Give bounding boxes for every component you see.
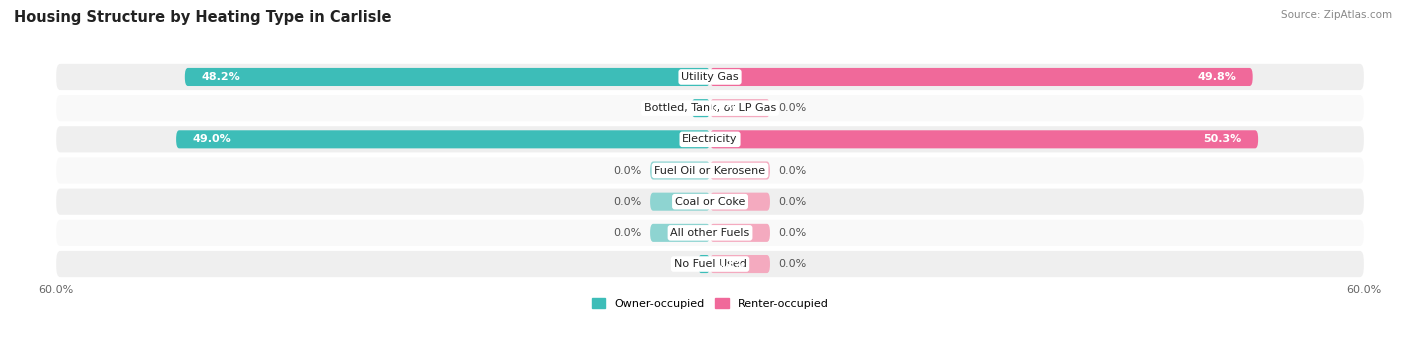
- FancyBboxPatch shape: [697, 255, 710, 273]
- FancyBboxPatch shape: [56, 158, 1364, 183]
- FancyBboxPatch shape: [710, 99, 770, 117]
- FancyBboxPatch shape: [692, 99, 710, 117]
- FancyBboxPatch shape: [56, 64, 1364, 90]
- Text: 0.0%: 0.0%: [779, 259, 807, 269]
- Text: Fuel Oil or Kerosene: Fuel Oil or Kerosene: [654, 165, 766, 176]
- Text: 0.0%: 0.0%: [779, 165, 807, 176]
- Text: All other Fuels: All other Fuels: [671, 228, 749, 238]
- FancyBboxPatch shape: [710, 161, 770, 180]
- FancyBboxPatch shape: [184, 68, 710, 86]
- FancyBboxPatch shape: [710, 193, 770, 211]
- Text: 1.7%: 1.7%: [707, 103, 738, 113]
- Text: Utility Gas: Utility Gas: [682, 72, 738, 82]
- Text: 49.8%: 49.8%: [1198, 72, 1236, 82]
- FancyBboxPatch shape: [56, 251, 1364, 277]
- FancyBboxPatch shape: [710, 68, 1253, 86]
- FancyBboxPatch shape: [56, 95, 1364, 121]
- FancyBboxPatch shape: [710, 224, 770, 242]
- Text: 0.0%: 0.0%: [779, 103, 807, 113]
- FancyBboxPatch shape: [56, 189, 1364, 215]
- Text: 50.3%: 50.3%: [1204, 134, 1241, 144]
- Text: No Fuel Used: No Fuel Used: [673, 259, 747, 269]
- FancyBboxPatch shape: [650, 224, 710, 242]
- Text: Housing Structure by Heating Type in Carlisle: Housing Structure by Heating Type in Car…: [14, 10, 391, 25]
- Text: 48.2%: 48.2%: [201, 72, 240, 82]
- FancyBboxPatch shape: [650, 161, 710, 180]
- FancyBboxPatch shape: [650, 193, 710, 211]
- FancyBboxPatch shape: [710, 130, 1258, 148]
- Text: Electricity: Electricity: [682, 134, 738, 144]
- FancyBboxPatch shape: [176, 130, 710, 148]
- Text: Source: ZipAtlas.com: Source: ZipAtlas.com: [1281, 10, 1392, 20]
- Text: 49.0%: 49.0%: [193, 134, 231, 144]
- Text: 0.0%: 0.0%: [613, 165, 641, 176]
- Text: 1.1%: 1.1%: [714, 259, 745, 269]
- FancyBboxPatch shape: [56, 220, 1364, 246]
- Text: 0.0%: 0.0%: [779, 228, 807, 238]
- FancyBboxPatch shape: [710, 255, 770, 273]
- Legend: Owner-occupied, Renter-occupied: Owner-occupied, Renter-occupied: [588, 294, 832, 313]
- FancyBboxPatch shape: [56, 126, 1364, 152]
- Text: Bottled, Tank, or LP Gas: Bottled, Tank, or LP Gas: [644, 103, 776, 113]
- Text: 0.0%: 0.0%: [613, 197, 641, 207]
- Text: 0.0%: 0.0%: [779, 197, 807, 207]
- Text: 0.0%: 0.0%: [613, 228, 641, 238]
- Text: Coal or Coke: Coal or Coke: [675, 197, 745, 207]
